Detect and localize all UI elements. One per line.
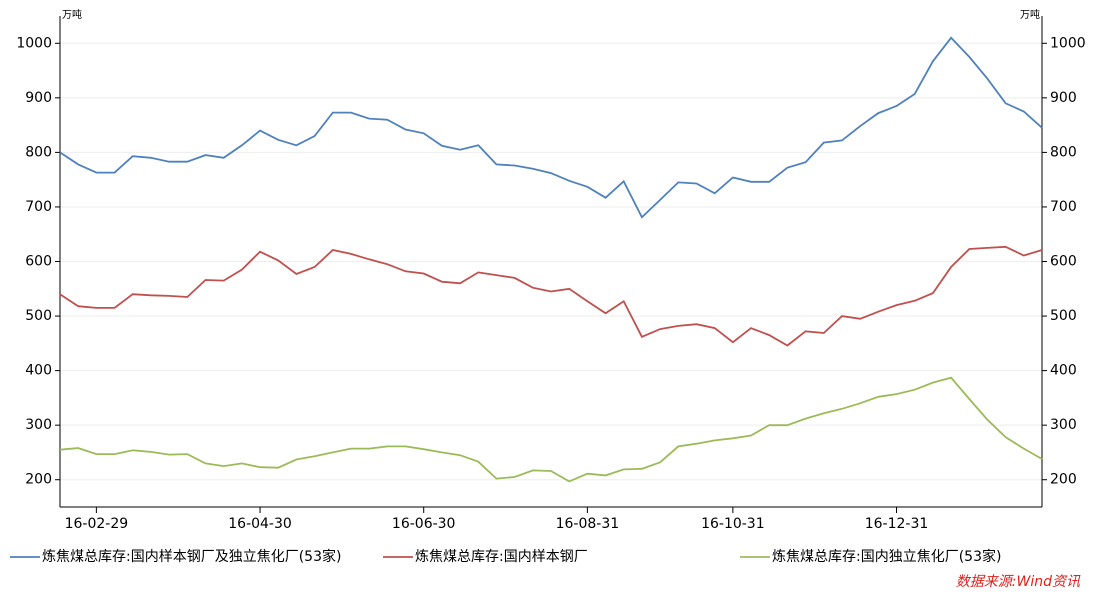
y-unit: 万吨 — [62, 8, 82, 21]
series-line — [59, 36, 1043, 219]
y2-tick-label: 900 — [1050, 90, 1077, 106]
y-tick-label: 700 — [25, 199, 52, 215]
y-tick-label: 200 — [25, 472, 52, 488]
x-tick-label: 16-08-31 — [556, 516, 620, 532]
x-tick-label: 16-10-31 — [701, 516, 765, 532]
series-line — [59, 245, 1043, 347]
y2-tick-label: 800 — [1050, 144, 1077, 160]
x-tick-label: 16-02-29 — [65, 516, 129, 532]
series-line — [59, 376, 1043, 483]
y2-tick-label: 1000 — [1050, 35, 1086, 51]
y-tick-label: 500 — [25, 308, 52, 324]
y2-tick-label: 400 — [1050, 363, 1077, 379]
y2-tick-label: 500 — [1050, 308, 1077, 324]
x-tick-label: 16-06-30 — [392, 516, 456, 532]
x-tick-label: 16-12-31 — [865, 516, 929, 532]
y2-tick-label: 600 — [1050, 254, 1077, 270]
y2-tick-label: 200 — [1050, 472, 1077, 488]
y-tick-label: 800 — [25, 144, 52, 160]
source-note: 数据来源:Wind资讯 — [956, 574, 1081, 590]
y2-unit: 万吨 — [1020, 8, 1040, 21]
y2-tick-label: 300 — [1050, 417, 1077, 433]
legend-label: 炼焦煤总库存:国内独立焦化厂(53家) — [772, 548, 1001, 565]
y-tick-label: 1000 — [16, 35, 52, 51]
y-tick-label: 300 — [25, 417, 52, 433]
y-tick-label: 600 — [25, 254, 52, 270]
y2-tick-label: 700 — [1050, 199, 1077, 215]
y-tick-label: 400 — [25, 363, 52, 379]
y-tick-label: 900 — [25, 90, 52, 106]
x-tick-label: 16-04-30 — [228, 516, 292, 532]
legend-label: 炼焦煤总库存:国内样本钢厂及独立焦化厂(53家) — [42, 548, 341, 565]
legend-label: 炼焦煤总库存:国内样本钢厂 — [415, 549, 588, 565]
